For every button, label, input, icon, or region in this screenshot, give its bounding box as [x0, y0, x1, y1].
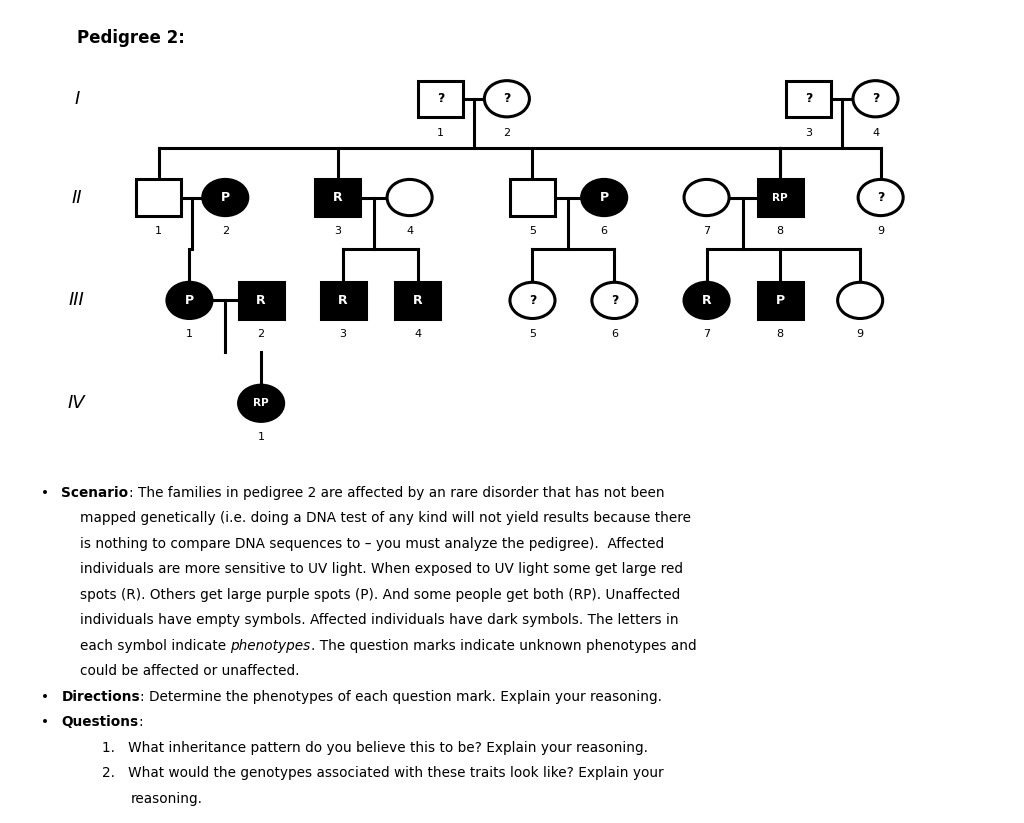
Text: 1: 1	[258, 432, 264, 442]
Text: 8: 8	[777, 329, 783, 339]
Bar	[510, 179, 555, 216]
Text: Scenario: Scenario	[61, 486, 129, 500]
Bar	[418, 81, 463, 117]
Text: P: P	[776, 294, 784, 307]
Text: 9: 9	[878, 226, 884, 236]
Text: could be affected or unaffected.: could be affected or unaffected.	[80, 664, 299, 678]
Text: 1: 1	[156, 226, 162, 236]
Bar	[321, 282, 366, 319]
Text: individuals are more sensitive to UV light. When exposed to UV light some get la: individuals are more sensitive to UV lig…	[80, 562, 683, 576]
Text: R: R	[338, 294, 348, 307]
Text: 6: 6	[611, 329, 617, 339]
Circle shape	[582, 179, 627, 216]
Bar	[395, 282, 440, 319]
Text: III: III	[69, 291, 85, 309]
Text: 2: 2	[504, 128, 510, 137]
Text: R: R	[701, 294, 712, 307]
Circle shape	[510, 282, 555, 319]
Bar	[315, 179, 360, 216]
Text: ?: ?	[610, 294, 618, 307]
Circle shape	[484, 81, 529, 117]
Text: IV: IV	[68, 394, 86, 412]
Text: 1: 1	[186, 329, 193, 339]
Text: R: R	[413, 294, 423, 307]
Text: individuals have empty symbols. Affected individuals have dark symbols. The lett: individuals have empty symbols. Affected…	[80, 613, 679, 627]
Circle shape	[858, 179, 903, 216]
Text: 4: 4	[872, 128, 879, 137]
Text: 8: 8	[777, 226, 783, 236]
Text: 4: 4	[407, 226, 413, 236]
Circle shape	[203, 179, 248, 216]
Text: R: R	[256, 294, 266, 307]
Text: 2: 2	[258, 329, 264, 339]
Text: : The families in pedigree 2 are affected by an rare disorder that has not been: : The families in pedigree 2 are affecte…	[129, 486, 665, 500]
Text: spots (R). Others get large purple spots (P). And some people get both (RP). Una: spots (R). Others get large purple spots…	[80, 588, 680, 602]
Text: •: •	[41, 486, 49, 500]
Text: : Determine the phenotypes of each question mark. Explain your reasoning.: : Determine the phenotypes of each quest…	[140, 690, 663, 704]
Text: 1.   What inheritance pattern do you believe this to be? Explain your reasoning.: 1. What inheritance pattern do you belie…	[102, 741, 648, 755]
Text: •: •	[41, 690, 49, 704]
Text: phenotypes: phenotypes	[230, 639, 310, 653]
Text: ?: ?	[503, 92, 511, 105]
Text: 4: 4	[415, 329, 421, 339]
Text: reasoning.: reasoning.	[131, 792, 203, 806]
Text: 3: 3	[806, 128, 812, 137]
Text: I: I	[74, 90, 80, 108]
Text: 3: 3	[340, 329, 346, 339]
Text: is nothing to compare DNA sequences to – you must analyze the pedigree).  Affect: is nothing to compare DNA sequences to –…	[80, 537, 664, 551]
Text: 9: 9	[857, 329, 863, 339]
Text: . The question marks indicate unknown phenotypes and: . The question marks indicate unknown ph…	[310, 639, 696, 653]
Text: 3: 3	[335, 226, 341, 236]
Text: Pedigree 2:: Pedigree 2:	[77, 29, 184, 47]
Bar	[758, 179, 803, 216]
Text: each symbol indicate: each symbol indicate	[80, 639, 230, 653]
Text: P: P	[221, 191, 229, 204]
Text: Directions: Directions	[61, 690, 140, 704]
Text: •: •	[41, 715, 49, 729]
Circle shape	[239, 385, 284, 421]
Text: 2: 2	[222, 226, 228, 236]
Text: 5: 5	[529, 329, 536, 339]
Text: 5: 5	[529, 226, 536, 236]
Text: ?: ?	[528, 294, 537, 307]
Text: ?: ?	[436, 92, 444, 105]
Circle shape	[167, 282, 212, 319]
Text: RP: RP	[253, 398, 269, 408]
Text: Questions: Questions	[61, 715, 138, 729]
Bar	[136, 179, 181, 216]
Text: 1: 1	[437, 128, 443, 137]
Text: P: P	[185, 294, 194, 307]
Circle shape	[838, 282, 883, 319]
Text: R: R	[333, 191, 343, 204]
Text: II: II	[72, 188, 82, 207]
Text: RP: RP	[772, 193, 788, 202]
Text: ?: ?	[871, 92, 880, 105]
Text: 7: 7	[703, 226, 710, 236]
Circle shape	[684, 179, 729, 216]
Text: 6: 6	[601, 226, 607, 236]
Text: 7: 7	[703, 329, 710, 339]
Circle shape	[853, 81, 898, 117]
Circle shape	[387, 179, 432, 216]
Text: 2.   What would the genotypes associated with these traits look like? Explain yo: 2. What would the genotypes associated w…	[102, 766, 664, 780]
Bar	[239, 282, 284, 319]
Text: ?: ?	[805, 92, 813, 105]
Text: ?: ?	[877, 191, 885, 204]
Text: P: P	[600, 191, 608, 204]
Bar	[786, 81, 831, 117]
Text: mapped genetically (i.e. doing a DNA test of any kind will not yield results bec: mapped genetically (i.e. doing a DNA tes…	[80, 511, 691, 525]
Circle shape	[684, 282, 729, 319]
Circle shape	[592, 282, 637, 319]
Bar	[758, 282, 803, 319]
Text: :: :	[138, 715, 143, 729]
